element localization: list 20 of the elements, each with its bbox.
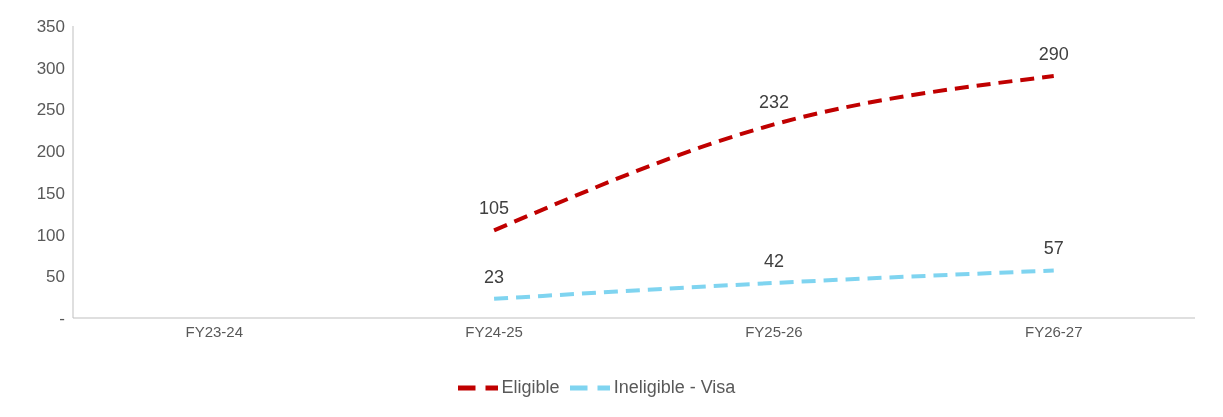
data-label: 57 bbox=[1043, 238, 1064, 259]
y-tick-label: 150 bbox=[36, 183, 65, 203]
y-tick-label: 50 bbox=[46, 267, 65, 287]
data-label: 290 bbox=[1038, 44, 1069, 65]
x-tick-label: FY25-26 bbox=[745, 322, 803, 340]
x-tick-label: FY26-27 bbox=[1024, 322, 1083, 340]
y-tick-label: 300 bbox=[36, 58, 65, 78]
legend-label: Eligible bbox=[501, 376, 560, 397]
y-tick-label: 250 bbox=[36, 100, 65, 120]
y-tick-label: 350 bbox=[36, 17, 65, 37]
legend-label: Ineligible - Visa bbox=[613, 376, 736, 397]
data-label: 232 bbox=[758, 92, 789, 113]
x-tick-label: FY24-25 bbox=[465, 322, 523, 340]
x-tick-label: FY23-24 bbox=[185, 322, 244, 340]
data-label: 23 bbox=[484, 266, 505, 287]
y-tick-label: - bbox=[59, 309, 65, 329]
data-label: 42 bbox=[763, 250, 784, 271]
y-tick-label: 100 bbox=[36, 225, 65, 245]
data-label: 105 bbox=[479, 198, 510, 219]
y-tick-label: 200 bbox=[36, 142, 65, 162]
